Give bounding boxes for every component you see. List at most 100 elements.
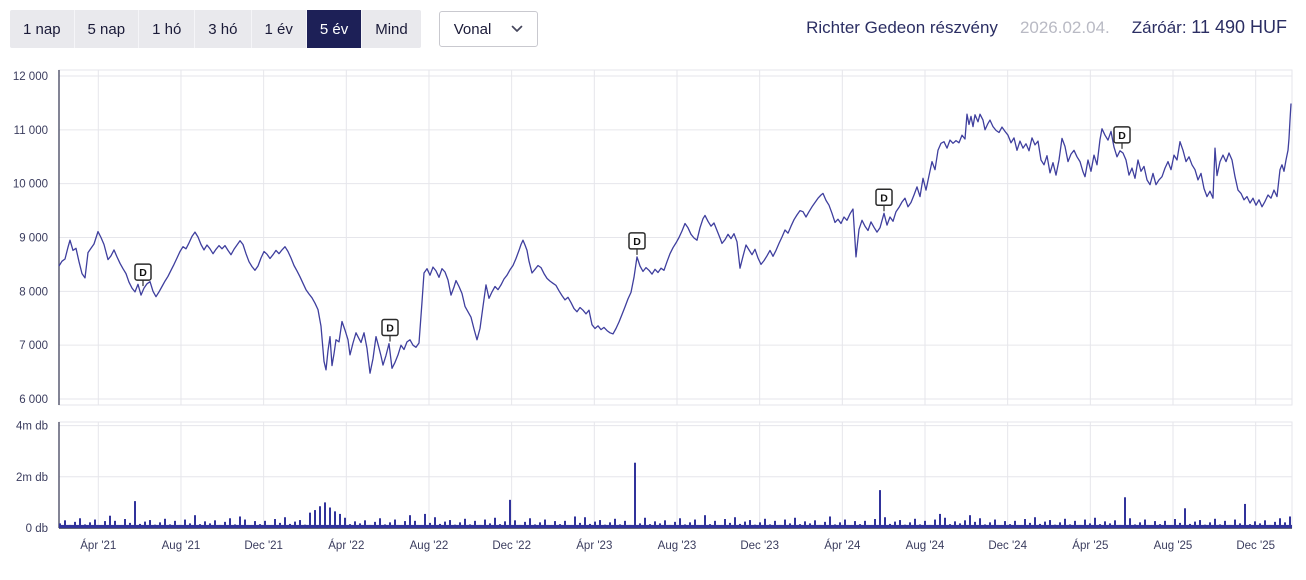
volume-bar — [724, 519, 726, 528]
volume-bar — [679, 518, 681, 528]
volume-bar — [539, 522, 541, 528]
volume-bar — [839, 522, 841, 528]
volume-bar — [334, 511, 336, 528]
volume-bar — [874, 519, 876, 528]
volume-bar — [414, 520, 416, 528]
volume-bar — [1104, 521, 1106, 528]
volume-bar — [584, 517, 586, 528]
volume-bar — [1239, 523, 1241, 528]
volume-bar — [479, 524, 481, 528]
volume-bar — [1289, 516, 1291, 528]
volume-bar — [324, 502, 326, 528]
volume-bar — [129, 522, 131, 528]
volume-bar — [534, 524, 536, 528]
volume-bar — [1229, 524, 1231, 528]
volume-bar — [619, 524, 621, 528]
x-tick-label: Ápr '21 — [80, 539, 116, 552]
range-button-3-hó[interactable]: 3 hó — [195, 10, 252, 48]
y-tick-label: 11 000 — [14, 125, 48, 137]
volume-bar — [339, 513, 341, 528]
x-tick-label: Ápr '24 — [824, 539, 861, 552]
volume-bar — [959, 523, 961, 528]
volume-bar — [519, 524, 521, 528]
range-button-mind[interactable]: Mind — [362, 10, 421, 48]
volume-bar — [544, 519, 546, 528]
y-tick-label: 9 000 — [19, 233, 48, 245]
volume-bar — [1094, 517, 1096, 528]
volume-bar — [499, 524, 501, 528]
volume-bar — [269, 525, 271, 528]
volume-bar — [289, 523, 291, 528]
volume-bar — [344, 517, 346, 528]
volume-plot-area[interactable] — [58, 421, 1293, 529]
dividend-marker[interactable]: D — [381, 318, 399, 342]
dividend-marker[interactable]: D — [1113, 126, 1131, 149]
volume-bar — [969, 515, 971, 528]
volume-bar — [1109, 523, 1111, 528]
x-axis-labels: Ápr '21 Aug '21 Dec '21 Ápr '22 Aug '22 Dec '… — [80, 539, 1275, 552]
volume-bar — [1099, 524, 1101, 528]
quote-date: 2026.02.04. — [1019, 18, 1110, 37]
volume-bar — [809, 523, 811, 528]
volume-bar — [389, 522, 391, 528]
marker-label: D — [633, 236, 641, 248]
volume-bar — [599, 520, 601, 528]
range-button-1-év[interactable]: 1 év — [251, 10, 307, 48]
volume-bar — [664, 520, 666, 528]
volume-bar — [929, 524, 931, 528]
volume-bar — [184, 519, 186, 528]
volume-bar — [994, 519, 996, 528]
volume-bar — [859, 524, 861, 528]
volume-bar — [944, 517, 946, 528]
volume-bar — [509, 499, 511, 528]
volume-bar — [1114, 520, 1116, 528]
marker-box — [1113, 126, 1131, 144]
volume-bar — [634, 462, 636, 528]
volume-bar — [1264, 520, 1266, 528]
range-button-5-nap[interactable]: 5 nap — [74, 10, 140, 48]
volume-bar — [489, 523, 491, 528]
volume-bar — [769, 524, 771, 528]
volume-bar — [1034, 517, 1036, 528]
volume-bar — [144, 521, 146, 528]
volume-bar — [134, 501, 136, 528]
volume-bar — [814, 520, 816, 528]
volume-bar — [949, 524, 951, 528]
volume-bar — [819, 524, 821, 528]
chart-type-select[interactable]: Vonal — [438, 11, 538, 47]
x-tick-label: Dec '24 — [988, 540, 1027, 552]
volume-bar — [219, 524, 221, 528]
volume-bar — [354, 521, 356, 528]
x-tick-label: Dec '21 — [244, 540, 283, 552]
range-button-1-hó[interactable]: 1 hó — [139, 10, 196, 48]
volume-bar — [714, 520, 716, 528]
range-button-1-nap[interactable]: 1 nap — [10, 10, 75, 48]
volume-bar — [934, 519, 936, 528]
volume-bar — [229, 518, 231, 528]
volume-bar — [379, 518, 381, 528]
volume-bars — [59, 462, 1292, 528]
volume-bar — [704, 515, 706, 528]
volume-bar — [259, 524, 261, 528]
volume-bar — [1079, 524, 1081, 528]
dividend-marker[interactable]: D — [628, 232, 646, 255]
volume-bar — [849, 525, 851, 528]
volume-bar — [1029, 522, 1031, 528]
volume-bar — [169, 524, 171, 528]
volume-bar — [894, 521, 896, 528]
volume-bar — [974, 521, 976, 528]
volume-bar — [684, 524, 686, 528]
dividend-marker[interactable]: D — [875, 188, 893, 212]
range-button-5-év[interactable]: 5 év — [306, 10, 363, 48]
dividend-marker[interactable]: D — [134, 263, 152, 287]
volume-bar — [964, 520, 966, 528]
x-tick-label: Aug '21 — [162, 540, 201, 552]
volume-bar — [119, 525, 121, 528]
volume-bar — [364, 520, 366, 528]
volume-bar — [899, 520, 901, 528]
volume-bar — [1204, 524, 1206, 528]
volume-bar — [1074, 520, 1076, 528]
marker-label: D — [386, 323, 394, 335]
volume-bar — [1244, 503, 1246, 528]
volume-bar — [394, 519, 396, 528]
